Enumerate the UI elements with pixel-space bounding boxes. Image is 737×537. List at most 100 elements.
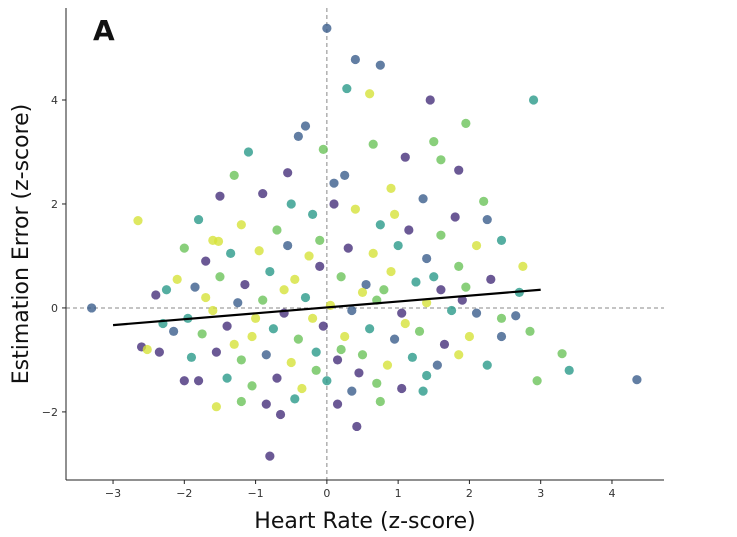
data-point [372,378,382,388]
data-point [265,451,275,461]
data-point [179,243,189,253]
data-point [226,248,236,258]
y-tick-label: −2 [42,406,58,419]
data-point [496,313,507,323]
data-point [425,95,435,105]
data-point [286,357,296,368]
x-tick-label: 1 [395,487,402,500]
data-point [454,261,464,271]
data-point [340,170,350,180]
data-point [229,170,239,180]
data-point [208,305,218,316]
data-point [186,352,197,362]
data-point [290,394,300,404]
data-point [254,246,264,256]
data-point [486,274,496,284]
data-point [393,240,403,251]
data-point [286,199,296,209]
data-point [343,243,353,253]
data-point [213,236,224,247]
y-tick-label: 0 [51,302,58,315]
data-point [169,326,179,336]
data-point [386,266,396,277]
data-point [389,334,400,344]
data-point [215,191,225,201]
data-point [133,216,143,226]
data-point [201,256,211,266]
data-point [201,292,211,303]
data-point [322,376,332,386]
data-point [272,225,282,235]
data-point [261,350,271,360]
y-ticks: −2 0 2 4 [42,94,66,419]
data-point [308,209,318,219]
data-point [265,266,275,277]
regression-line [112,288,541,327]
data-point [87,303,97,313]
data-point [315,261,325,271]
data-point [528,95,539,105]
data-point [379,285,389,295]
data-point [439,339,450,349]
data-point [154,347,164,357]
data-point [236,396,246,407]
data-point [461,282,471,292]
data-point [464,331,475,342]
data-point [161,285,172,295]
data-point [557,349,567,359]
data-point [354,368,364,378]
data-point [347,386,357,396]
data-point [340,331,350,342]
data-point [222,373,232,383]
data-point [268,324,279,334]
data-point [357,350,368,360]
data-point [632,375,642,385]
data-point [297,383,307,394]
data-point [482,360,492,370]
data-point [318,321,328,331]
data-point [179,376,189,386]
data-point [272,373,282,383]
data-point [279,285,289,295]
data-point [332,355,343,365]
data-point [222,321,232,331]
data-point [193,376,204,386]
data-point [471,240,482,251]
data-point [215,272,225,282]
data-point [293,131,303,141]
data-point [240,279,250,290]
data-point [414,326,425,336]
data-point [243,147,254,157]
y-tick-label: 4 [51,94,58,107]
y-tick-label: 2 [51,198,58,211]
data-point [290,274,300,284]
data-point [368,248,378,258]
data-point [258,295,268,305]
data-point [386,183,396,193]
data-point [329,199,339,209]
data-point [283,240,293,251]
data-point [436,155,446,165]
x-tick-label: 0 [323,487,330,500]
data-point [525,326,535,336]
data-point [382,360,393,370]
data-point [347,305,357,316]
data-point [236,220,246,230]
data-point [496,331,507,342]
data-point [457,295,467,305]
x-tick-label: −3 [105,487,121,500]
data-point [293,334,303,344]
data-point [400,152,410,162]
data-point [325,300,336,310]
data-point [375,396,385,407]
data-point [300,121,311,131]
data-point [518,261,528,271]
data-point [350,54,360,65]
data-point [365,89,375,99]
data-point [336,272,346,282]
data-point [368,139,378,149]
data-point [318,144,328,154]
data-point [211,347,221,357]
data-point [342,83,352,94]
